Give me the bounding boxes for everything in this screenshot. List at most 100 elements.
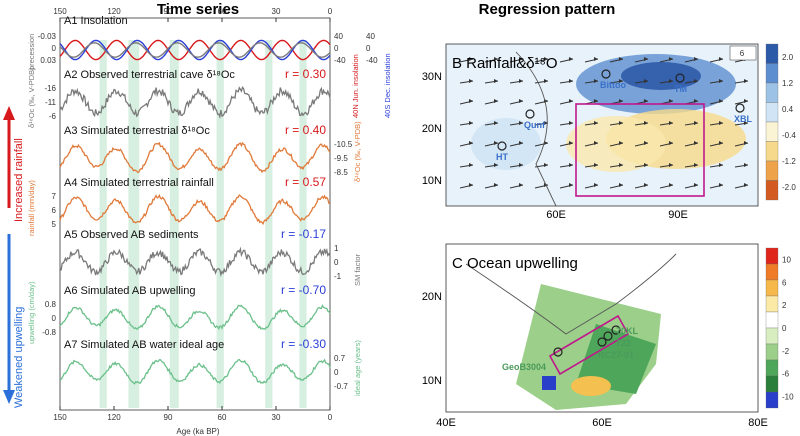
tick-A7-1: 0 bbox=[334, 368, 339, 377]
map-b-site-label: TM bbox=[674, 84, 687, 94]
shade-band-3 bbox=[216, 40, 224, 408]
map-b-wind-arrowhead bbox=[644, 183, 648, 187]
axis-title-A1-left: precession bbox=[27, 34, 36, 70]
colorbar-c-label-3: 0 bbox=[782, 324, 787, 333]
axis-title-A7: ideal age (years) bbox=[353, 340, 362, 396]
right-tick-A1-0: 40 bbox=[334, 32, 343, 41]
left-tick-A1-1: 0 bbox=[52, 44, 57, 53]
map-c-box bbox=[548, 314, 630, 376]
series-A1-red bbox=[59, 39, 331, 61]
colorbar-c-swatch-1 bbox=[765, 263, 779, 281]
panel-r-A3: r = 0.40 bbox=[285, 123, 326, 137]
map-b-wind-arrowhead bbox=[469, 163, 473, 167]
x-tick-label-bot-0: 150 bbox=[53, 413, 67, 422]
x-tick-label-bot-3: 60 bbox=[218, 413, 227, 422]
tick-A2-0: -16 bbox=[44, 84, 56, 93]
series-A1-gray bbox=[59, 42, 331, 58]
colorbar-c-swatch-5 bbox=[765, 327, 779, 345]
map-b-wind-arrowhead bbox=[719, 99, 723, 103]
map-b-wind-arrowhead bbox=[519, 163, 523, 167]
map-b-wind-arrowhead bbox=[694, 121, 698, 125]
map-b-wind-arrowhead bbox=[669, 99, 673, 103]
map-b-wind-arrowhead bbox=[569, 121, 573, 125]
map-b-wind-arrowhead bbox=[519, 99, 523, 103]
axis-title-A4: rainfall (mm/day) bbox=[27, 180, 36, 236]
map-b-site-label: HT bbox=[496, 152, 508, 162]
axis-title-A6: upwelling (cm/day) bbox=[27, 281, 36, 344]
map-b-box bbox=[575, 103, 705, 197]
map-b-wind-arrowhead bbox=[694, 163, 698, 167]
map-b-wind-arrowhead bbox=[519, 183, 523, 187]
map-b-site-label: Bittoo bbox=[600, 80, 626, 90]
colorbar-c-swatch-6 bbox=[765, 343, 779, 361]
colorbar-c-label-5: -6 bbox=[782, 370, 790, 379]
colorbar-b-label-3: -0.4 bbox=[782, 131, 796, 140]
shade-band-1 bbox=[128, 40, 140, 408]
increased-rainfall-arrow bbox=[3, 106, 15, 208]
map-b-wind-arrowhead bbox=[494, 121, 498, 125]
colorbar-c-label-4: -2 bbox=[782, 347, 790, 356]
map-b-wind-arrowhead bbox=[494, 183, 498, 187]
map-b-wind-arrowhead bbox=[469, 79, 473, 83]
panel-r-A4: r = 0.57 bbox=[285, 175, 326, 189]
map-b-wind-arrowhead bbox=[644, 121, 648, 125]
map-b-wind-arrowhead bbox=[744, 99, 748, 103]
map-b-wind-arrowhead bbox=[519, 57, 523, 61]
map-b-wind-arrowhead bbox=[594, 141, 598, 145]
left-title: Time series bbox=[157, 1, 239, 18]
map-b-wind-arrowhead bbox=[744, 141, 748, 145]
map-c-site-marker bbox=[611, 325, 621, 335]
map-b-wind-arrowhead bbox=[469, 121, 473, 125]
map-b-x-tick-1: 90E bbox=[668, 209, 688, 221]
map-b-wind-arrowhead bbox=[619, 121, 623, 125]
right2-tick-A1-1: 0 bbox=[366, 44, 371, 53]
colorbar-c-swatch-4 bbox=[765, 311, 779, 329]
tick-A3-1: -9.5 bbox=[334, 154, 348, 163]
map-b-title: B Rainfall&δ¹⁸O bbox=[452, 55, 558, 72]
map-b-wind-arrowhead bbox=[469, 141, 473, 145]
tick-A2-2: -6 bbox=[49, 112, 57, 121]
right2-tick-A1-2: -40 bbox=[366, 56, 378, 65]
x-tick-label-bot-2: 90 bbox=[164, 413, 173, 422]
colorbar-b-swatch-2 bbox=[765, 82, 779, 103]
map-b-site-label: Qunf bbox=[524, 120, 546, 130]
series-A3 bbox=[59, 141, 331, 174]
shade-band-5 bbox=[299, 40, 307, 408]
map-b-wind-arrowhead bbox=[519, 121, 523, 125]
colorbar-b-swatch-0 bbox=[765, 43, 779, 64]
colorbar-b-swatch-6 bbox=[765, 160, 779, 181]
map-b-site-marker bbox=[735, 103, 745, 113]
colorbar-c-swatch-0 bbox=[765, 247, 779, 265]
map-b-wind-arrowhead bbox=[494, 79, 498, 83]
colorbar-b-label-1: 1.2 bbox=[782, 79, 794, 88]
map-b-wind-arrowhead bbox=[544, 121, 548, 125]
map-b-wind-arrowhead bbox=[569, 99, 573, 103]
map-b-wind-arrowhead bbox=[619, 141, 623, 145]
colorbar-b-label-2: 0.4 bbox=[782, 105, 794, 114]
map-b-wind-arrowhead bbox=[594, 79, 598, 83]
map-b-wind-arrowhead bbox=[719, 57, 723, 61]
x-tick-label-top-2: 90 bbox=[164, 7, 173, 16]
map-b-wind-arrowhead bbox=[544, 79, 548, 83]
map-b-wind-arrowhead bbox=[694, 141, 698, 145]
right2-tick-A1-0: 40 bbox=[366, 32, 375, 41]
map-b-wind-arrowhead bbox=[594, 183, 598, 187]
x-tick-label-top-4: 30 bbox=[272, 7, 281, 16]
map-b-site-marker bbox=[525, 109, 535, 119]
axis-title-A1-right1: 40N Jun. insolation bbox=[351, 54, 360, 118]
map-b-wind-arrowhead bbox=[519, 79, 523, 83]
panel-label-A6: A6 Simulated AB upwelling bbox=[64, 285, 195, 297]
panel-label-A4: A4 Simulated terrestrial rainfall bbox=[64, 177, 214, 189]
map-b-site-label: XBL bbox=[734, 114, 753, 124]
map-c-strong-negative-patch bbox=[542, 376, 556, 390]
map-b-wind-arrowhead bbox=[619, 57, 623, 61]
map-c-site-label: RC27-91 bbox=[598, 350, 634, 360]
map-c-site-marker bbox=[603, 331, 613, 341]
panel-label-A3: A3 Simulated terrestrial δ¹⁸Oc bbox=[64, 125, 210, 137]
right-tick-A1-2: -40 bbox=[334, 56, 346, 65]
map-b-wind-arrowhead bbox=[569, 141, 573, 145]
map-b-wind-arrowhead bbox=[644, 163, 648, 167]
map-c-title: C Ocean upwelling bbox=[452, 255, 578, 272]
colorbar-c-label-0: 10 bbox=[782, 255, 791, 264]
